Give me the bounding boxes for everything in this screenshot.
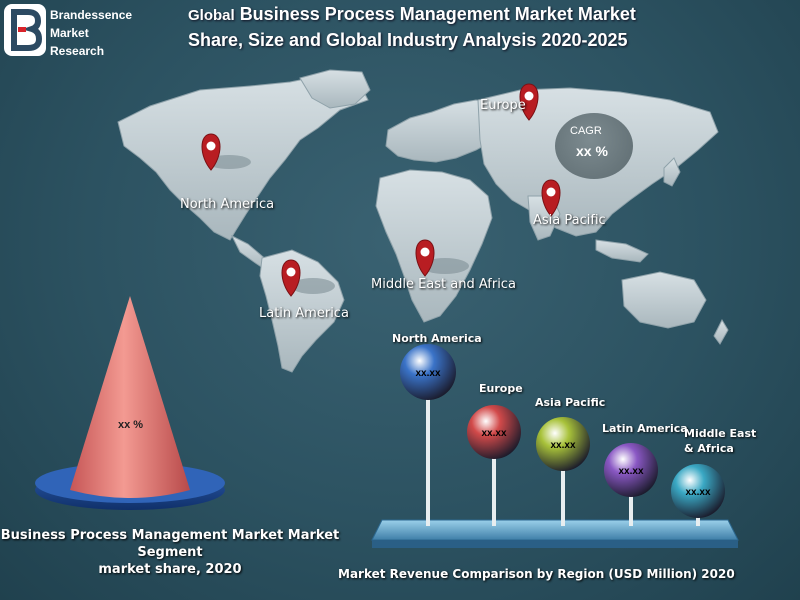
- map-label-north-america: North America: [180, 197, 275, 212]
- cone-caption-line-2: Segment: [137, 545, 203, 560]
- map-label-europe: Europe: [480, 98, 526, 113]
- landmass-australia: [621, 271, 707, 329]
- bubble-label: Europe: [479, 382, 523, 395]
- bubble-stem: [561, 469, 565, 526]
- bubble-stem: [696, 516, 700, 526]
- bubble-label: Middle East & Africa: [684, 427, 757, 455]
- bubble-value: xx.xx: [415, 368, 440, 379]
- chart-title: Market Revenue Comparison by Region (USD…: [338, 567, 735, 581]
- bubble-stem: [492, 457, 496, 526]
- map-label-middle-east-africa: Middle East and Africa: [371, 277, 516, 292]
- bubble-label: Latin America: [602, 422, 688, 435]
- title-line-2: Share, Size and Global Industry Analysis…: [188, 30, 628, 50]
- bubble-label: North America: [392, 332, 482, 345]
- bubble-value: xx.xx: [481, 428, 506, 439]
- title-prefix: Global: [188, 7, 235, 24]
- bubble-label: Asia Pacific: [535, 396, 606, 409]
- pin-latin-america-icon: [281, 259, 335, 297]
- landmass-africa: [375, 169, 493, 323]
- bubble-stem: [629, 495, 633, 526]
- map-label-latin-america: Latin America: [259, 306, 349, 321]
- cone-body: [70, 296, 190, 498]
- logo-mark-icon: [11, 9, 43, 51]
- cone-caption-line-1: Business Process Management Market Marke…: [0, 528, 340, 543]
- title-main: Business Process Management Market Marke…: [239, 4, 636, 24]
- pin-north-america-icon: [201, 133, 251, 171]
- cagr-value: xx %: [576, 143, 608, 159]
- brand-logo: [4, 4, 46, 56]
- map-pins: [201, 83, 561, 297]
- brand-name: Brandessence Market Research: [50, 6, 132, 60]
- cone-caption-line-3: market share, 2020: [98, 562, 242, 577]
- cagr-circle: [555, 113, 633, 179]
- brand-line-3: Research: [50, 44, 105, 58]
- bubble-4: [671, 464, 725, 518]
- landmass-greenland: [299, 69, 371, 109]
- bubble-value: xx.xx: [618, 466, 643, 477]
- bubble-value: xx.xx: [685, 487, 710, 498]
- landmass-southeast-asia: [595, 239, 649, 263]
- brand-line-1: Brandessence: [50, 8, 133, 22]
- bubble-value: xx.xx: [550, 440, 575, 451]
- market-share-cone: [35, 296, 225, 510]
- cone-value: xx %: [118, 419, 144, 431]
- map-label-asia-pacific: Asia Pacific: [533, 213, 606, 228]
- bubble-0: [400, 344, 456, 400]
- page-title: Global Business Process Management Marke…: [188, 2, 788, 52]
- landmass-new-zealand: [713, 318, 729, 345]
- brand-line-2: Market: [50, 26, 89, 40]
- pin-middle-east-africa-icon: [415, 239, 469, 277]
- cone-caption: Business Process Management Market Marke…: [0, 527, 340, 578]
- pin-europe-icon: [519, 83, 539, 121]
- bubble-stem: [426, 398, 430, 526]
- cagr-label: CAGR: [570, 125, 602, 137]
- bubble-2: [536, 417, 590, 471]
- bubble-1: [467, 405, 521, 459]
- pin-asia-pacific-icon: [541, 179, 561, 217]
- landmass-japan: [663, 157, 681, 187]
- bubble-3: [604, 443, 658, 497]
